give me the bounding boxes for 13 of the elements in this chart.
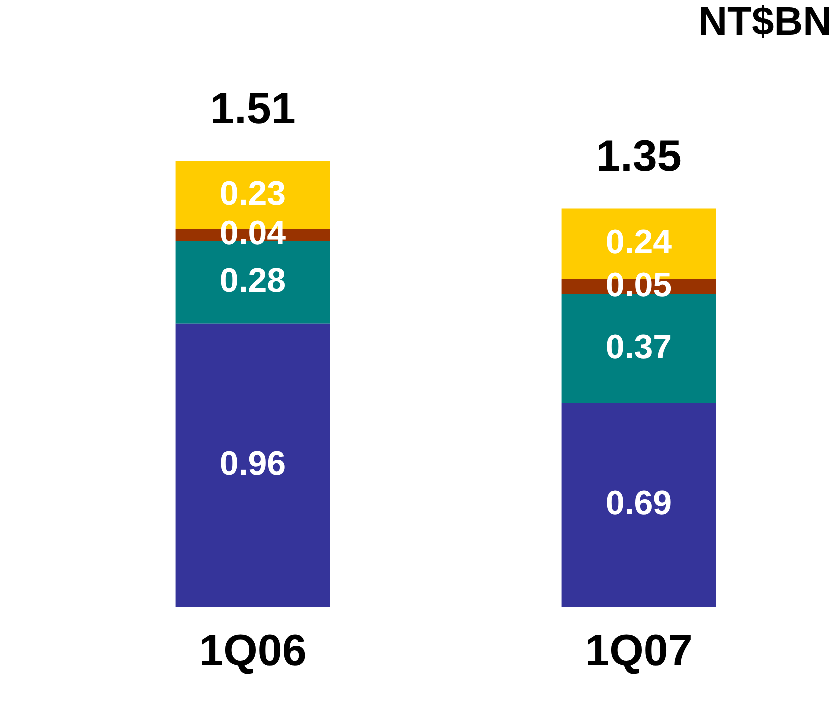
chart-title: NT$BN (698, 0, 832, 44)
data-label: 0.24 (606, 224, 672, 262)
data-label: 0.96 (220, 444, 286, 483)
bar (176, 324, 330, 608)
data-label: 0.23 (220, 174, 286, 213)
data-label: 0.28 (220, 262, 286, 300)
bar (562, 404, 716, 608)
total-label: 1.51 (210, 84, 296, 134)
x-tick-label: 1Q06 (199, 626, 307, 676)
total-label: 1.35 (596, 132, 682, 181)
x-tick-label: 1Q07 (585, 626, 693, 676)
data-label: 0.37 (606, 328, 672, 366)
data-label: 0.69 (606, 484, 672, 523)
